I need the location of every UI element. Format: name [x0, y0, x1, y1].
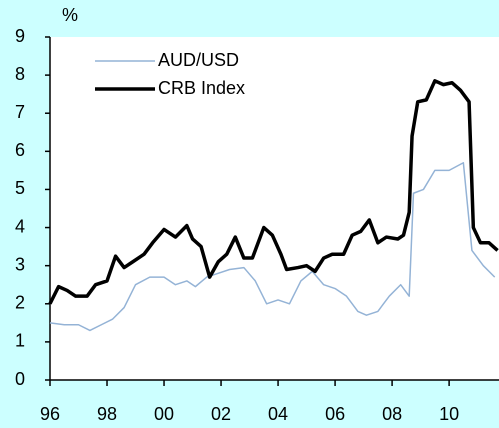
x-tick-label: 04 [268, 404, 288, 424]
y-tick-label: 2 [15, 293, 25, 313]
x-tick-label: 00 [154, 404, 174, 424]
y-tick-label: 0 [15, 369, 25, 389]
y-tick-label: 7 [15, 102, 25, 122]
x-tick-label: 10 [439, 404, 459, 424]
x-tick-label: 98 [97, 404, 117, 424]
y-tick-label: 8 [15, 64, 25, 84]
plot-area [50, 37, 499, 380]
x-tick-label: 02 [211, 404, 231, 424]
y-tick-label: 5 [15, 178, 25, 198]
y-tick-label: 9 [15, 26, 25, 46]
series-line [48, 79, 499, 305]
y-tick-label: 1 [15, 331, 25, 351]
legend-label: CRB Index [158, 78, 245, 98]
x-tick-label: 96 [40, 404, 60, 424]
y-tick-label: 3 [15, 254, 25, 274]
x-tick-label: 06 [325, 404, 345, 424]
y-tick-label: 4 [15, 216, 25, 236]
x-tick-label: 08 [382, 404, 402, 424]
y-tick-label: 6 [15, 140, 25, 160]
legend-label: AUD/USD [158, 50, 239, 70]
y-axis-label: % [62, 5, 78, 25]
series-line [49, 162, 496, 332]
